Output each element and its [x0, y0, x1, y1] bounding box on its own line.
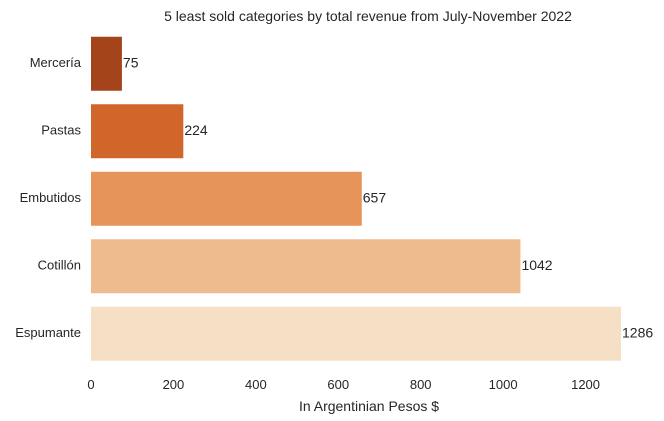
- y-axis-tick-labels: Mercería Pastas Embutidos Cotillón Espumante: [15, 55, 82, 340]
- value-label-merceria: 75: [123, 54, 139, 70]
- x-tick-label-1000: 1000: [489, 377, 518, 392]
- bar-espumante: [91, 306, 621, 361]
- bar-pastas: [91, 104, 184, 159]
- x-tick-label-400: 400: [245, 377, 267, 392]
- y-tick-label-cotillon: Cotillón: [38, 258, 81, 273]
- bars-group: [91, 36, 621, 361]
- bar-embutidos: [91, 171, 362, 226]
- y-tick-label-embutidos: Embutidos: [20, 190, 82, 205]
- y-tick-label-merceria: Mercería: [30, 55, 82, 70]
- value-label-espumante: 1286: [622, 324, 653, 340]
- value-labels-group: 75 224 657 1042 1286: [123, 54, 653, 340]
- x-tick-label-600: 600: [327, 377, 349, 392]
- value-label-embutidos: 657: [363, 189, 387, 205]
- value-label-cotillon: 1042: [521, 257, 552, 273]
- bar-cotillon: [91, 239, 521, 294]
- value-label-pastas: 224: [184, 122, 208, 138]
- x-tick-label-800: 800: [410, 377, 432, 392]
- x-tick-label-1200: 1200: [571, 377, 600, 392]
- y-tick-label-espumante: Espumante: [15, 325, 81, 340]
- y-tick-label-pastas: Pastas: [41, 123, 81, 138]
- bar-merceria: [91, 36, 122, 91]
- x-axis-tick-labels: 0 200 400 600 800 1000 1200: [87, 377, 600, 392]
- chart-title: 5 least sold categories by total revenue…: [164, 8, 572, 24]
- x-tick-label-0: 0: [87, 377, 94, 392]
- x-tick-label-200: 200: [163, 377, 185, 392]
- x-axis-label: In Argentinian Pesos $: [299, 398, 439, 414]
